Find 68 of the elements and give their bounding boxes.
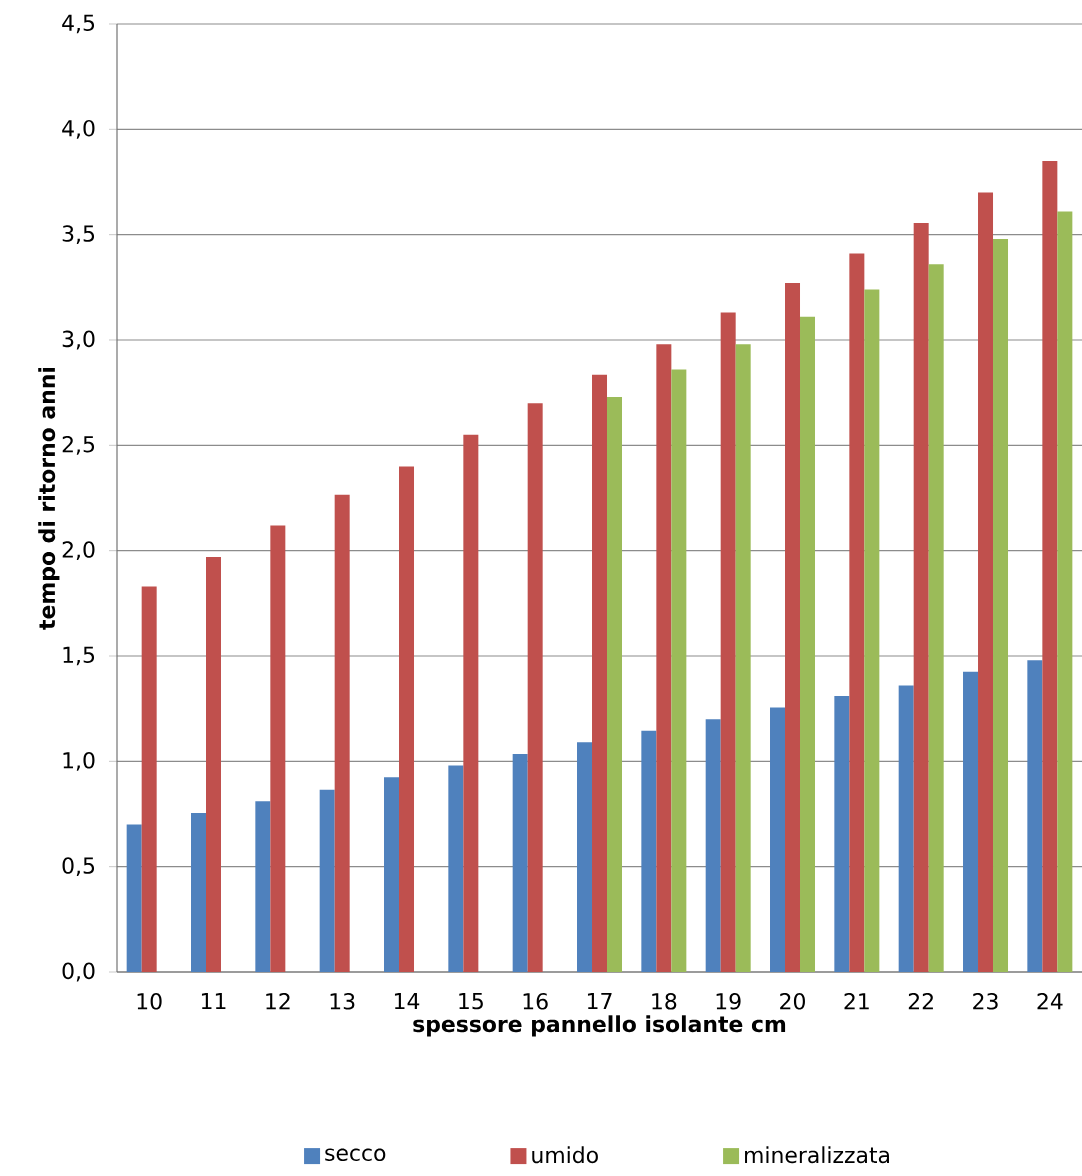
x-tick-label: 14 [394,993,420,1010]
legend-label: mineralizzata [745,1146,889,1164]
x-tick-label: 13 [330,993,355,1010]
bar [191,812,206,972]
x-tick-label: 20 [780,993,805,1010]
bar [607,396,623,972]
y-tick-label: 4,5 [62,14,95,34]
bar [864,289,880,972]
x-tick-label: 16 [523,993,548,1010]
legend-label: umido [532,1146,598,1164]
y-tick-label: 3,5 [62,225,95,245]
bar [384,777,400,972]
bar [913,223,929,972]
y-axis-title: tempo di ritorno anni [38,367,60,630]
y-tick-label: 0,5 [62,857,95,877]
x-tick-label: 12 [266,993,290,1010]
x-tick-label: 15 [459,993,483,1010]
bar [641,730,657,972]
x-tick-label: 22 [908,993,933,1010]
bar [834,696,850,972]
y-tick-label: 4,0 [62,119,95,139]
bar [126,824,142,972]
x-tick-label: 24 [1037,993,1063,1010]
bar [770,707,786,972]
y-tick-label: 2,0 [62,541,95,561]
bar [785,283,801,972]
x-axis-title: spessore pannello isolante cm [413,1015,786,1037]
bar [270,525,286,972]
bar [1042,160,1058,972]
x-tick-label: 19 [716,993,741,1010]
x-tick-label: 17 [587,993,612,1010]
x-tick-label: 11 [201,993,226,1010]
bar [463,434,479,972]
bar [963,671,979,972]
bar [800,316,816,972]
bar [141,586,157,972]
bar [720,312,736,972]
x-tick-label: 23 [973,993,998,1010]
bar [978,192,994,972]
y-tick-label: 0,0 [62,962,95,982]
bar [592,374,608,972]
bar [898,685,914,972]
legend-label: secco [325,1148,386,1162]
x-tick-label: 18 [652,993,677,1010]
bar [319,789,335,972]
bar [512,753,528,972]
bar [928,264,944,972]
bar [735,344,751,972]
y-tick-label: 2,5 [62,435,95,455]
y-tick-label: 1,5 [63,646,95,666]
bar [399,466,415,972]
bar [993,238,1009,972]
bar [255,801,271,972]
y-tick-label: 1,0 [63,751,95,771]
bar [206,556,221,972]
bar [334,494,350,972]
bar [849,253,865,972]
bar [577,742,593,972]
bar [448,765,464,972]
bar [1057,211,1073,972]
bar [1027,660,1043,972]
bar [656,344,672,972]
y-tick-label: 3,0 [62,330,95,350]
x-tick-label: 10 [137,993,162,1010]
bar [671,369,687,972]
x-tick-label: 21 [844,993,869,1010]
bar [527,403,543,972]
bar [705,719,721,972]
